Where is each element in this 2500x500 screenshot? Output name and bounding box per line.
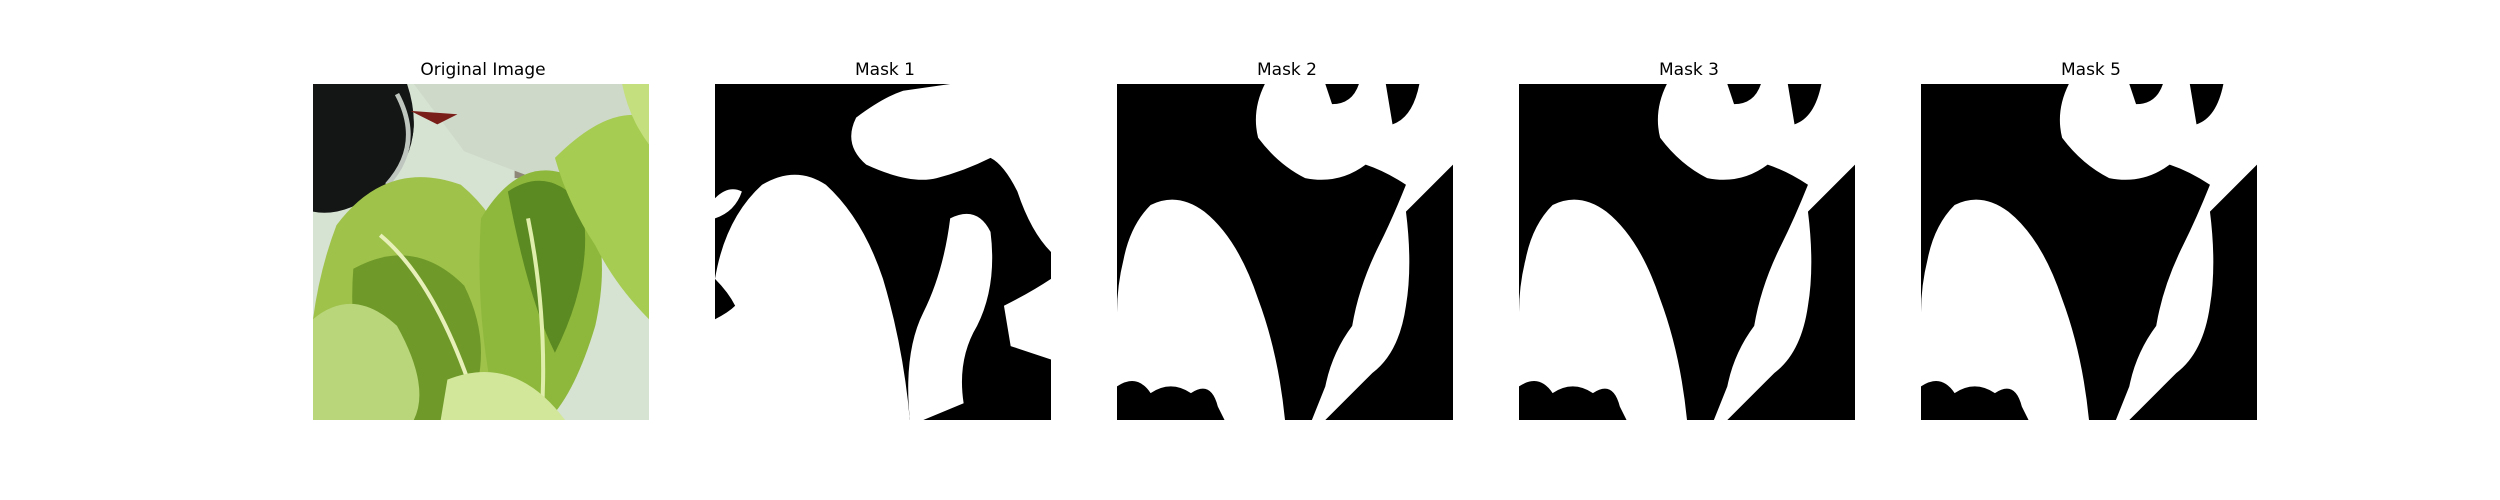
mask-2-panel: Mask 2 (1117, 58, 1457, 420)
panel-title: Mask 3 (1658, 60, 1719, 80)
mask-3-panel: Mask 3 (1519, 58, 1859, 420)
panel-title: Mask 2 (1256, 60, 1317, 80)
original-image-panel: Original Image (313, 58, 653, 420)
original-image (313, 84, 649, 420)
panel-title: Mask 1 (854, 60, 915, 80)
mask-1-panel: Mask 1 (715, 58, 1055, 420)
panel-title: Original Image (420, 60, 546, 80)
mask-2-image (1117, 84, 1453, 420)
mask-3-image (1519, 84, 1855, 420)
mask-5-panel: Mask 5 (1921, 58, 2261, 420)
mask-5-image (1921, 84, 2257, 420)
panel-title: Mask 5 (2060, 60, 2121, 80)
mask-1-image (715, 84, 1051, 420)
